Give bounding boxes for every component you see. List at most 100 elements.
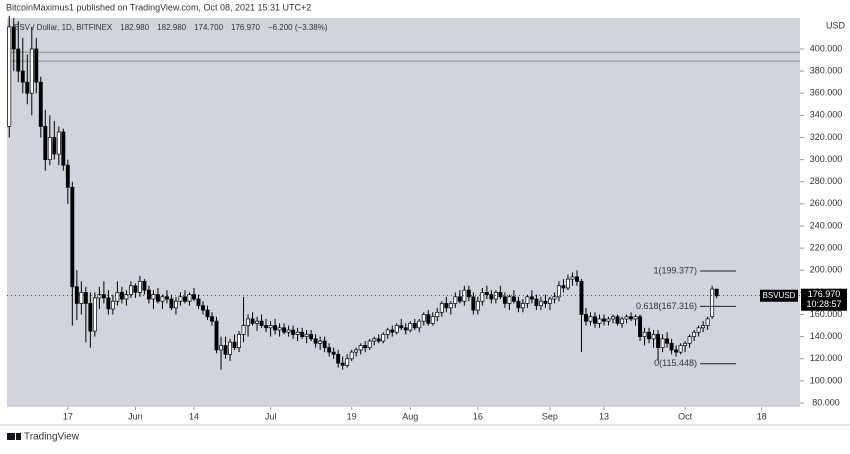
candle-body [611,316,615,320]
candle-body [38,81,43,127]
currency: USD [826,20,846,30]
candle-body [584,314,588,322]
candle-body [354,349,359,353]
candle-body [678,345,683,353]
candle-body [642,331,647,337]
candle-body [43,126,48,160]
candle-body [480,292,485,302]
candle-body [520,303,525,309]
candle-body [7,26,12,127]
candle-body [606,318,611,322]
candle-body [47,137,52,160]
candle-body [665,338,670,344]
candle-body [83,292,88,304]
candle-body [624,316,629,320]
legend-value: −6.200 (−3.38%) [268,23,328,32]
candle-body [313,338,318,344]
candle-body [363,345,368,349]
candle-body [88,303,93,332]
candle-body [448,303,453,309]
y-tick-label: 220.000 [810,243,843,253]
y-tick-label: 280.000 [810,176,843,186]
candle-body [660,338,665,349]
candle-body [507,296,512,304]
y-tick-label: 120.000 [810,353,843,363]
candle-body [462,289,467,302]
candle-body [710,288,715,318]
candle-body [638,316,642,337]
candle-body [529,296,534,300]
x-tick-label: Aug [402,411,418,421]
candle-body [390,329,395,333]
candle-body [187,294,192,302]
y-tick-label: 260.000 [810,198,843,208]
candle-body [516,300,521,309]
candle-body [525,296,530,304]
candle-body [552,296,557,300]
candle-body [165,296,169,300]
y-tick-label: 100.000 [810,375,843,385]
candle-body [16,48,21,72]
candle-body [403,327,408,331]
candle-body [137,280,142,293]
candle-body [142,280,147,291]
candle-body [399,325,404,329]
candle-body [97,294,102,299]
candle-body [241,325,246,335]
candle-body [498,292,503,298]
candle-body [385,329,390,335]
candle-body [381,334,386,342]
candle-body [29,48,34,94]
candle-body [349,351,354,360]
candle-body [124,294,129,300]
candle-body [214,320,219,351]
x-tick-label: Jun [128,411,143,421]
candle-body [683,342,688,346]
candle-body [264,325,269,329]
candle-body [439,303,444,313]
candle-body [714,288,719,297]
candle-body [647,331,652,340]
candle-body [669,342,674,351]
candle-body [453,296,458,304]
candle-body [183,296,187,302]
candle-body [471,296,476,311]
candle-body [430,316,435,324]
candle-body [300,331,305,337]
candle-body [151,294,156,300]
candle-body [192,294,196,300]
candle-body [79,292,84,304]
y-tick-label: 300.000 [810,154,843,164]
candle-body [484,292,489,295]
candle-body [561,285,566,289]
candle-body [687,336,692,344]
legend: BSV / Dollar, 1D, BITFINEX 182.980 182.980… [14,23,328,32]
candle-body [457,296,462,302]
candle-body [489,294,494,300]
candle-body [318,340,323,344]
candle-body [547,298,552,304]
y-tick-label: 400.000 [810,43,843,53]
x-tick-label: 13 [599,411,609,421]
fib-label: 0(115.448) [654,358,697,368]
candle-body [92,297,97,332]
candle-body [588,316,593,322]
candle-body [602,318,606,322]
candle-body [282,327,287,333]
plot [7,15,800,370]
y-tick-label: 360.000 [810,88,843,98]
candle-body [273,325,278,331]
candle-body [538,300,543,307]
candle-body [61,131,66,166]
candle-body [556,285,561,298]
candle-body [20,70,25,83]
y-tick-label: 140.000 [810,331,843,341]
candle-body [394,325,399,333]
candle-body [286,329,291,333]
price-tag-bg [801,288,847,311]
x-tick-label: 14 [189,411,199,421]
candle-body [444,303,449,309]
candle-body [376,338,381,342]
candle-body [223,345,228,355]
candle-body [705,318,710,326]
